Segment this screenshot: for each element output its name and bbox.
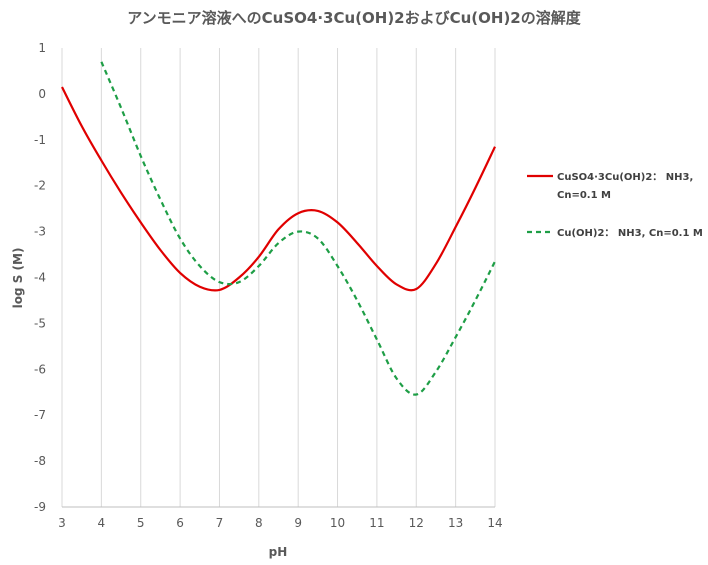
y-tick-label: -2 [34, 179, 46, 193]
x-tick-label: 6 [176, 516, 184, 530]
y-tick-label: -9 [34, 500, 46, 514]
y-tick-label: 0 [38, 87, 46, 101]
y-tick-label: -1 [34, 133, 46, 147]
legend-label-2: Cu(OH)2： NH3, Cn=0.1 M [557, 228, 703, 239]
x-tick-label: 4 [98, 516, 106, 530]
x-tick-label: 5 [137, 516, 145, 530]
x-tick-label: 14 [487, 516, 502, 530]
y-tick-label: 1 [38, 41, 46, 55]
x-axis-label: pH [269, 545, 288, 559]
y-tick-label: -6 [34, 362, 46, 376]
grid [61, 48, 496, 508]
y-tick-label: -4 [34, 271, 46, 285]
series-line-2 [100, 61, 496, 396]
x-tick-label: 3 [58, 516, 66, 530]
series [61, 61, 496, 396]
x-tick-label: 7 [216, 516, 224, 530]
y-tick-label: -8 [34, 454, 46, 468]
chart-title: アンモニア溶液へのCuSO4·3Cu(OH)2およびCu(OH)2の溶解度 [127, 9, 581, 27]
y-axis-label: log S (M) [11, 248, 25, 309]
x-tick-label: 12 [409, 516, 424, 530]
x-tick-label: 10 [330, 516, 345, 530]
y-tick-label: -7 [34, 408, 46, 422]
x-tick-label: 8 [255, 516, 263, 530]
y-tick-label: -5 [34, 316, 46, 330]
legend-label-1: CuSO4·3Cu(OH)2： NH3, [557, 172, 693, 183]
x-tick-label: 11 [369, 516, 384, 530]
legend: CuSO4·3Cu(OH)2： NH3, Cn=0.1 M Cu(OH)2： NH3… [527, 172, 703, 239]
y-tick-label: -3 [34, 225, 46, 239]
legend-label-1: Cn=0.1 M [557, 190, 611, 201]
x-tick-label: 9 [294, 516, 302, 530]
series-line-1 [61, 86, 496, 292]
x-tick-label: 13 [448, 516, 463, 530]
